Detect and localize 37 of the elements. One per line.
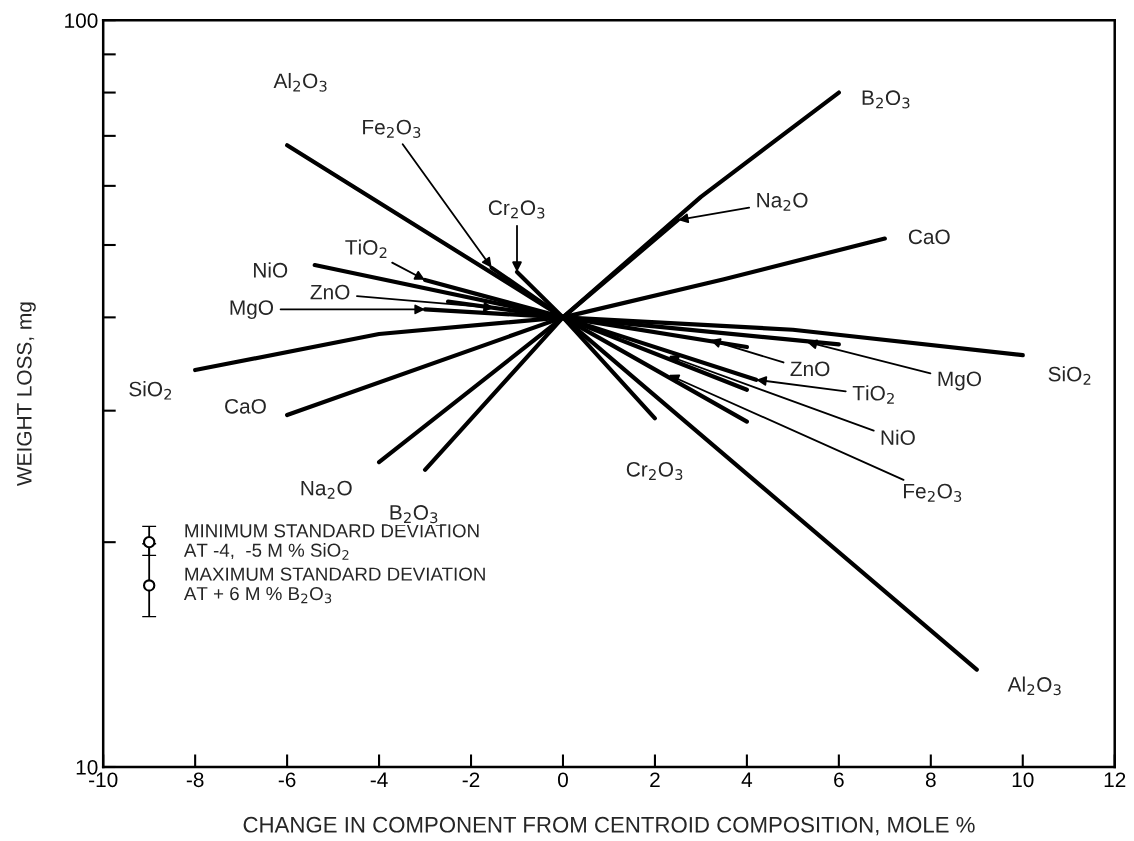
- x-tick-label: 8: [925, 772, 936, 788]
- x-tick-label: 6: [834, 772, 844, 788]
- x-tick-label: 2: [650, 772, 660, 787]
- x-tick-label: 0: [558, 772, 568, 788]
- y-axis-title: WEIGHT LOSS, mg: [16, 302, 36, 486]
- annotation: Al$_{2}$O$_{3}$: [273, 72, 327, 92]
- annotation: CaO: [225, 398, 266, 414]
- annotation: NiO: [254, 262, 288, 278]
- annotation: Al$_{2}$O$_{3}$: [1007, 676, 1061, 696]
- annotation: Fe$_{2}$O$_{3}$: [363, 119, 421, 138]
- annotation: MgO: [230, 300, 274, 320]
- annotation: MAXIMUM STANDARD DEVIATION AT + 6 M % B$_{2}$O$_{3}$: [183, 567, 485, 604]
- x-axis-title: CHANGE IN COMPONENT FROM CENTROID COMPOSITION, MOLE %: [243, 816, 975, 836]
- annotation: NiO: [881, 429, 915, 445]
- annotation: TiO$_{2}$: [345, 239, 387, 259]
- annotation: Cr$_{2}$O$_{3}$: [626, 461, 683, 481]
- annotation: MINIMUM STANDARD DEVIATION AT -4, -5 M % SiO$_{2}$: [183, 524, 479, 560]
- annotation: Cr$_{2}$O$_{3}$: [488, 200, 545, 219]
- x-tick-label: -2: [462, 772, 480, 787]
- annotation: CaO: [908, 229, 950, 245]
- annotation: ZnO: [790, 361, 830, 377]
- x-tick-label: -6: [278, 772, 296, 788]
- x-tick-label: -4: [370, 772, 388, 787]
- annotation: MgO: [938, 371, 982, 391]
- y-tick-label: 100: [65, 13, 98, 28]
- annotation: TiO$_{2}$: [852, 385, 894, 404]
- x-tick-label: -8: [186, 772, 204, 788]
- x-tick-label: 12: [1104, 772, 1126, 787]
- annotation: SiO$_{2}$: [1048, 366, 1091, 385]
- annotation: ZnO: [310, 284, 350, 300]
- annotation: Na$_{2}$O: [757, 192, 808, 211]
- annotation: B$_{2}$O$_{3}$: [862, 90, 910, 109]
- annotation: Na$_{2}$O: [301, 480, 352, 499]
- x-tick-label: 10: [1012, 772, 1034, 788]
- annotation: Fe$_{2}$O$_{3}$: [904, 483, 962, 502]
- x-tick-label: 4: [741, 772, 753, 787]
- annotation: SiO$_{2}$: [129, 381, 172, 400]
